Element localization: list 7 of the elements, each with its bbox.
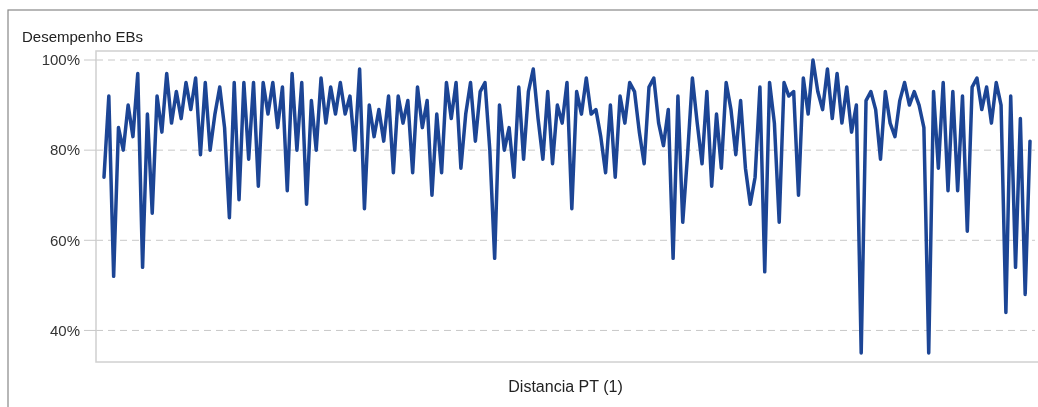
y-tick-label: 80%	[49, 141, 80, 159]
y-tick-label: 100%	[41, 51, 80, 69]
line-series	[102, 58, 1032, 355]
y-tick-label: 60%	[49, 231, 80, 249]
y-tick-label: 40%	[49, 321, 80, 339]
x-axis-title: Distancia PT (1)	[508, 378, 623, 395]
chart-title: Desempenho EBs	[22, 28, 143, 45]
